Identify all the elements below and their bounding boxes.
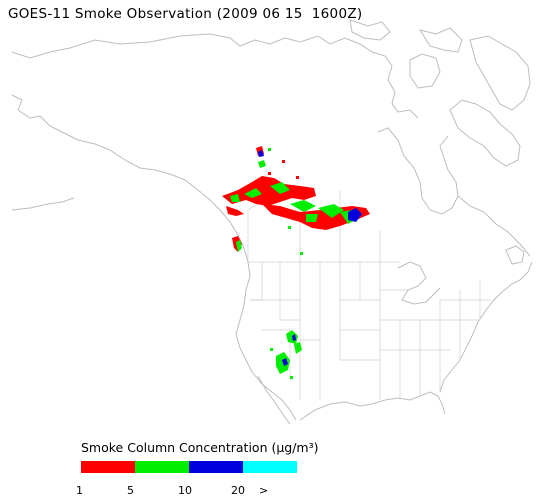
alaska-south-coast [11,94,249,263]
legend-tick-10: 10 [178,484,192,497]
newfoundland [505,245,525,265]
alaska-coast [11,33,419,119]
arctic-island-3 [418,27,463,53]
atlantic-coast [439,261,533,393]
legend-swatch-5-10 [135,461,189,473]
baja [257,375,291,425]
hudson-bay [377,127,459,215]
smoke-plume-bc [232,236,242,252]
legend-title: Smoke Column Concentration (µg/m³) [81,440,319,455]
legend-swatch-10-20 [189,461,243,473]
baffin-island [449,99,521,167]
greenland [469,35,531,111]
legend-swatch-1-5 [81,461,135,473]
arctic-island-1 [409,53,441,89]
state-borders [247,190,490,400]
legend-tick-5: 5 [127,484,134,497]
arctic-island-2 [349,19,391,41]
gulf-coast [299,391,446,421]
pacific-coast [235,261,297,421]
coastlines [11,19,533,425]
legend-tick-20: 20 [231,484,245,497]
smoke-plume-canada [222,146,370,255]
legend-tick-max: > [259,484,269,497]
legend-swatch-20-max [243,461,297,473]
map-title: GOES-11 Smoke Observation (2009 06 15 16… [8,6,363,22]
legend-tick-1: 1 [76,484,83,497]
aleutians [11,197,75,211]
legend-colorbar [81,461,297,473]
labrador-coast [457,195,531,257]
smoke-plume-southwest [270,330,302,379]
great-lakes [397,261,441,305]
